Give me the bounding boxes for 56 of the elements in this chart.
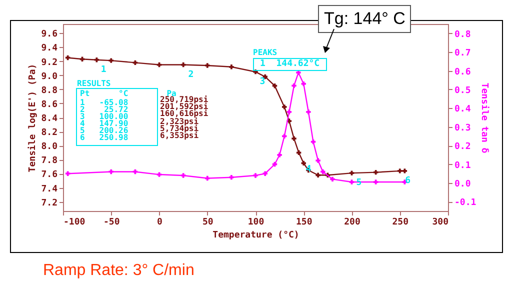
x-tick-label: -100 [64, 218, 86, 228]
y-tick-label: 9.6 [41, 30, 58, 40]
annotation: 250,719psi [160, 95, 208, 104]
y-tick-label: 7.2 [41, 198, 58, 208]
x-tick-label: 300 [432, 218, 448, 228]
annotation: 5,734psi [160, 124, 199, 133]
y-tick-label: 9.0 [41, 72, 58, 82]
annotation: 3 100.00 [80, 112, 128, 121]
y2-tick-label: 0.4 [454, 104, 472, 115]
y2-tick-label: 0.8 [454, 30, 471, 40]
annotation: 1 [100, 64, 106, 75]
y-tick-label: 8.6 [41, 100, 58, 110]
y-tick-label: 8.8 [41, 86, 58, 96]
text: Ramp Rate: 3° C/min [43, 262, 194, 280]
y-tick-label: 8.4 [41, 114, 58, 124]
annotation: 2,323psi [160, 117, 199, 126]
x-tick-label: 100 [248, 218, 264, 228]
annotation: 3 [260, 76, 266, 87]
y-tick-label: 9.2 [41, 58, 58, 68]
y2-tick-label: 0.0 [454, 179, 471, 190]
annotation: 5 200.26 [80, 126, 128, 135]
y2-tick-label: -0.1 [454, 198, 476, 208]
annotation: 201,592psi [160, 102, 208, 111]
y-tick-label: 7.6 [41, 170, 58, 180]
x-axis-title: Temperature (°C) [212, 230, 300, 240]
x-tick-label: 50 [202, 218, 214, 228]
y-axis-title: Tensile log(E') (Pa) [27, 64, 38, 172]
annotation: 6 [405, 176, 411, 186]
x-tick-label: 250 [392, 218, 409, 228]
x-tick-label: -50 [103, 218, 120, 228]
annotation: 1 144.62°C [253, 58, 327, 71]
y2-tick-label: 0.3 [454, 123, 471, 134]
y-tick-label: 7.4 [41, 184, 58, 194]
annotation: 2 [188, 70, 194, 80]
annotation: 2 25.72 [80, 105, 128, 114]
annotation: 160,616psi [160, 109, 208, 118]
y2-tick-label: 0.1 [454, 160, 471, 171]
y-tick-label: 8.0 [41, 142, 58, 152]
annotation: 1 -65.08 [80, 98, 128, 107]
annotation: 4 147.90 [80, 119, 128, 128]
y2-tick-label: 0.7 [454, 48, 471, 59]
y-tick-label: 7.8 [41, 156, 58, 166]
y2-tick-label: 0.2 [454, 142, 471, 152]
x-tick-label: 0 [157, 218, 162, 228]
y-tick-label: 9.4 [41, 44, 58, 54]
x-tick-label: 200 [344, 218, 360, 228]
annotation: 6 250.98 [80, 133, 128, 142]
annotation: 6,353psi [160, 131, 199, 140]
y2-tick-label: 0.5 [454, 86, 471, 96]
annotation: Tg: 144° C [318, 5, 412, 33]
y2-axis-title: Tensile tan δ [479, 82, 490, 154]
annotation: PEAKS [253, 48, 278, 57]
y-tick-label: 8.2 [41, 128, 58, 138]
y2-tick-label: 0.6 [454, 67, 471, 78]
x-tick-label: 150 [296, 218, 312, 228]
annotation: RESULTS [77, 79, 111, 88]
